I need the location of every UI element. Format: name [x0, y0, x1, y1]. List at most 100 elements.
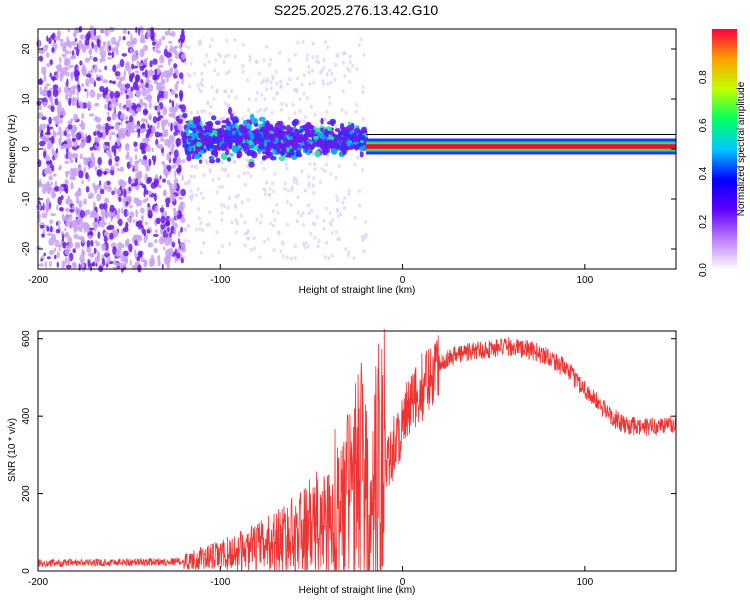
spectrogram-noise-blob [51, 147, 55, 156]
spectrogram-noise-blob [106, 256, 111, 264]
spectrogram-noise-blob [145, 137, 150, 143]
spectrogram-halo-blob [321, 79, 325, 84]
spectrogram-halo-blob [281, 242, 285, 247]
spectrogram-noise-blob [87, 253, 94, 257]
spectrogram-transition-blob [257, 133, 263, 140]
spectrogram-transition-blob [276, 149, 281, 154]
spectrogram-transition-blob [229, 152, 234, 157]
spectrogram-noise-blob [49, 96, 53, 103]
spectrogram-halo-blob [189, 110, 193, 115]
spectrogram-noise-blob [143, 235, 147, 244]
spectrogram-noise-blob [122, 28, 127, 35]
spectrogram-noise-blob [133, 219, 136, 223]
spectrogram-halo-blob [309, 231, 313, 236]
spectrogram-noise-blob [114, 71, 121, 77]
spectrogram-noise-blob [148, 100, 152, 109]
spectrogram-noise-blob [155, 174, 159, 178]
spectrogram-halo-blob [269, 221, 273, 226]
spectrogram-halo-blob [239, 214, 243, 218]
spectrogram-halo-blob [252, 246, 256, 251]
spectrogram-halo-blob [292, 176, 296, 181]
spectrogram-transition-blob [276, 120, 281, 125]
spectrogram-noise-blob [48, 175, 53, 181]
spectrogram-noise-blob [68, 220, 74, 228]
spectrogram-noise-blob [58, 223, 61, 229]
spectrogram-noise-blob [96, 77, 101, 81]
spectrogram-halo-blob [296, 210, 300, 215]
colorbar-ticks: 0.0 0.2 0.4 0.6 0.8 [698, 70, 709, 277]
spectrogram-halo-blob [320, 167, 324, 172]
spectrogram-halo-blob [324, 40, 327, 44]
spectrogram-halo-blob [241, 64, 245, 68]
spectrogram-noise-blob [170, 164, 174, 169]
spectrogram-noise-blob [127, 217, 133, 223]
spectrogram-noise-blob [45, 160, 51, 165]
spectrogram-noise-blob [131, 38, 134, 48]
spectrogram-noise-blob [47, 126, 54, 130]
spectrogram-halo-blob [237, 174, 241, 179]
spectrogram-noise-blob [138, 27, 141, 36]
spectrogram-noise-blob [73, 226, 78, 233]
colorbar-tick-label: 0.6 [698, 118, 709, 132]
spectrogram-halo-blob [263, 192, 267, 197]
spectrogram-halo-blob [343, 74, 347, 79]
spectrogram-noise-blob [136, 160, 140, 164]
spectrogram-noise-blob [50, 105, 55, 112]
spectrogram-noise-blob [56, 261, 59, 268]
spectrogram-transition-blob [267, 145, 271, 152]
spectrogram-noise-blob [109, 126, 115, 130]
spectrogram-noise-blob [96, 38, 100, 47]
spectrogram-transition-blob [195, 147, 200, 152]
spectrogram-noise-blob [64, 93, 69, 101]
spectrogram-noise-blob [94, 224, 97, 232]
spectrogram-noise-blob [78, 263, 81, 271]
spectrogram-halo-blob [339, 212, 343, 217]
spectrogram-transition-blob [263, 139, 268, 148]
spectrogram-noise-blob [96, 92, 100, 101]
spectrogram-noise-blob [133, 50, 139, 55]
x-tick-label: -200 [28, 275, 48, 286]
spectrogram-noise-blob [154, 229, 158, 233]
spectrogram-noise-blob [98, 164, 101, 169]
spectrogram-noise-blob [83, 166, 86, 174]
spectrogram-noise-blob [126, 40, 132, 47]
spectrogram-noise-blob [90, 240, 94, 247]
spectrogram-noise-blob [89, 146, 94, 151]
spectrogram-halo-blob [200, 109, 204, 114]
snr-y-axis: 0 200 400 600 [21, 330, 676, 574]
spectrogram-halo-blob [222, 167, 226, 172]
spectrogram-halo-blob [302, 119, 306, 124]
spectrogram-transition-blob [338, 135, 343, 143]
spectrogram-noise-blob [163, 168, 169, 177]
spectrogram-transition-blob [305, 145, 309, 151]
spectrogram-noise-blob [129, 164, 135, 168]
spectrogram-noise-blob [172, 46, 177, 54]
spectrogram-noise-blob [58, 126, 62, 134]
spectrogram-halo-blob [353, 215, 357, 220]
spectrogram-halo-blob [302, 242, 305, 247]
spectrogram-halo-blob [236, 193, 240, 198]
spectrogram-noise-blob [96, 169, 102, 176]
spectrogram-noise-blob [75, 157, 78, 163]
spectrogram-noise-blob [140, 34, 145, 42]
spectrogram-noise-blob [151, 70, 156, 75]
spectrogram-noise-blob [98, 69, 102, 73]
spectrogram-noise-blob [169, 182, 172, 190]
spectrogram-noise-blob [154, 239, 158, 244]
spectrogram-halo-blob [188, 195, 192, 200]
spectrogram-noise-blob [74, 46, 77, 50]
spectrogram-noise-blob [143, 228, 147, 238]
spectrogram-halo-blob [299, 213, 303, 218]
spectrogram-halo-blob [222, 60, 226, 65]
spectrogram-halo-blob [208, 44, 212, 49]
spectrogram-transition-blob [228, 106, 232, 115]
spectrogram-halo-blob [197, 40, 201, 45]
spectrogram-noise-blob [81, 113, 85, 119]
spectrogram-noise-blob [49, 72, 52, 78]
spectrogram-halo-blob [189, 174, 193, 179]
spectrogram-noise-blob [157, 64, 164, 68]
spectrogram-noise-blob [160, 71, 165, 79]
spectrogram-halo-blob [201, 228, 205, 233]
spectrogram-halo-blob [227, 94, 231, 99]
spectrogram-halo-blob [245, 230, 249, 235]
